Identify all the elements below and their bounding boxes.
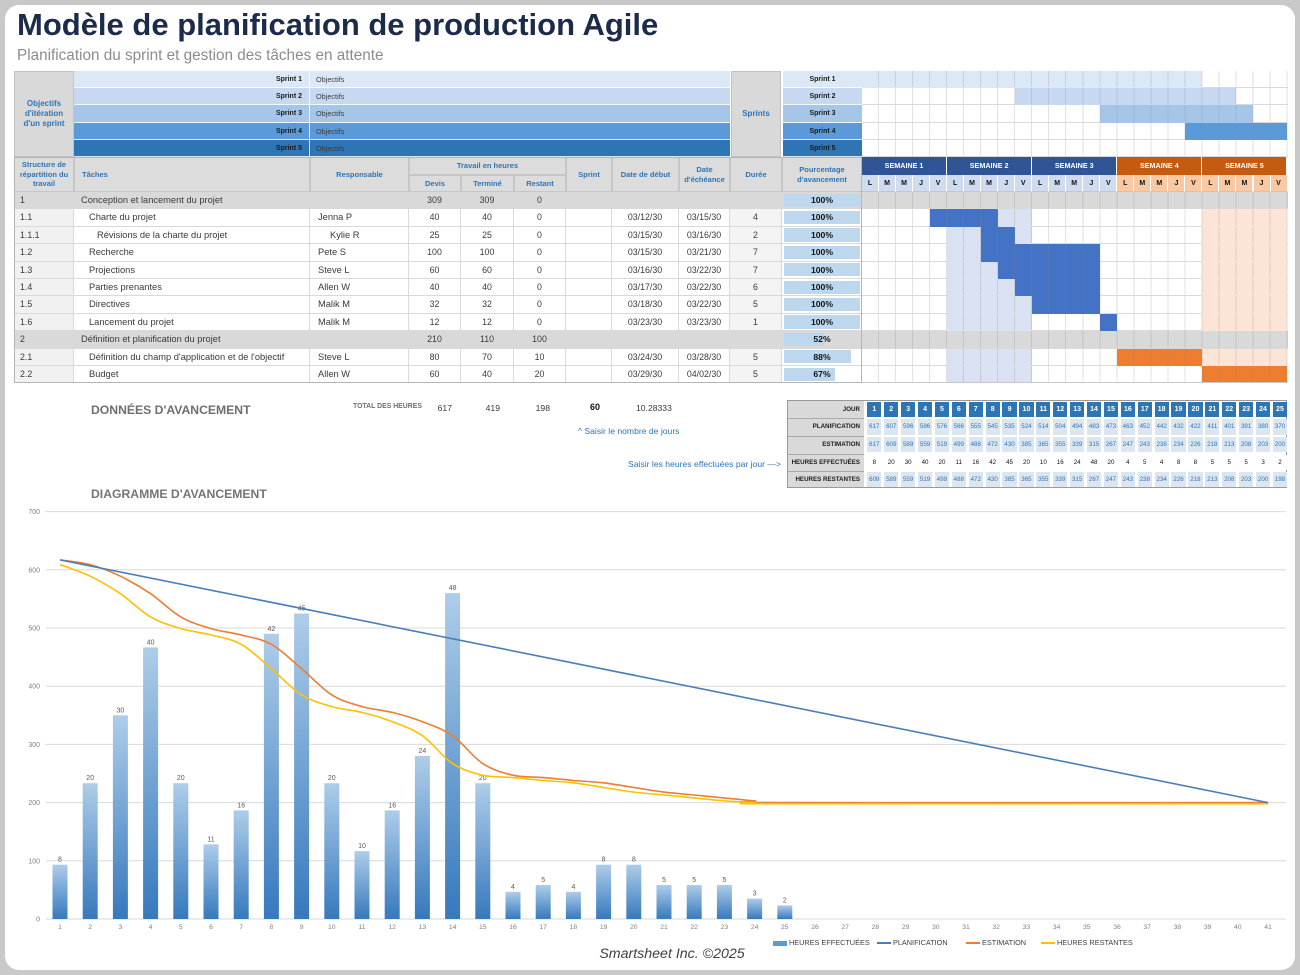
svg-text:8: 8 [632, 857, 636, 864]
svg-text:20: 20 [328, 775, 336, 782]
svg-text:700: 700 [28, 509, 40, 516]
svg-text:5: 5 [722, 877, 726, 884]
svg-text:14: 14 [449, 924, 457, 931]
svg-text:5: 5 [692, 877, 696, 884]
svg-text:37: 37 [1143, 924, 1151, 931]
svg-text:34: 34 [1053, 924, 1061, 931]
svg-text:25: 25 [781, 924, 789, 931]
svg-text:4: 4 [571, 884, 575, 891]
svg-text:23: 23 [721, 924, 729, 931]
svg-text:24: 24 [419, 748, 427, 755]
svg-text:3: 3 [753, 891, 757, 898]
svg-text:10: 10 [328, 924, 336, 931]
svg-text:20: 20 [630, 924, 638, 931]
svg-text:31: 31 [962, 924, 970, 931]
svg-text:500: 500 [28, 626, 40, 633]
svg-text:21: 21 [660, 924, 668, 931]
svg-text:39: 39 [1204, 924, 1212, 931]
svg-text:13: 13 [419, 924, 427, 931]
svg-text:5: 5 [662, 877, 666, 884]
svg-text:11: 11 [358, 924, 365, 931]
svg-text:300: 300 [28, 742, 40, 749]
svg-text:5: 5 [179, 924, 183, 931]
svg-text:32: 32 [992, 924, 1000, 931]
svg-text:8: 8 [58, 857, 62, 864]
svg-text:20: 20 [177, 775, 185, 782]
svg-text:28: 28 [872, 924, 880, 931]
svg-text:48: 48 [449, 585, 457, 592]
svg-text:41: 41 [1264, 924, 1272, 931]
svg-text:4: 4 [511, 884, 515, 891]
svg-text:33: 33 [1023, 924, 1031, 931]
svg-text:8: 8 [270, 924, 274, 931]
svg-text:0: 0 [36, 917, 40, 924]
svg-text:20: 20 [86, 775, 94, 782]
svg-text:38: 38 [1174, 924, 1182, 931]
svg-text:2: 2 [783, 897, 787, 904]
svg-text:2: 2 [88, 924, 92, 931]
svg-text:15: 15 [479, 924, 487, 931]
svg-text:22: 22 [690, 924, 698, 931]
svg-text:18: 18 [570, 924, 578, 931]
svg-text:10: 10 [358, 843, 366, 850]
svg-text:400: 400 [28, 684, 40, 691]
svg-text:3: 3 [119, 924, 123, 931]
svg-text:16: 16 [509, 924, 517, 931]
svg-text:42: 42 [268, 626, 276, 633]
svg-text:16: 16 [388, 802, 396, 809]
svg-text:9: 9 [300, 924, 304, 931]
svg-text:8: 8 [602, 857, 606, 864]
svg-text:16: 16 [237, 802, 245, 809]
svg-text:11: 11 [207, 836, 214, 843]
svg-text:40: 40 [1234, 924, 1242, 931]
svg-text:5: 5 [541, 877, 545, 884]
svg-text:30: 30 [932, 924, 940, 931]
svg-text:26: 26 [811, 924, 819, 931]
svg-text:30: 30 [117, 707, 125, 714]
svg-text:12: 12 [388, 924, 396, 931]
svg-text:200: 200 [28, 800, 40, 807]
svg-text:27: 27 [841, 924, 849, 931]
svg-text:35: 35 [1083, 924, 1091, 931]
svg-text:19: 19 [600, 924, 608, 931]
svg-text:6: 6 [209, 924, 213, 931]
svg-text:40: 40 [147, 639, 155, 646]
svg-text:29: 29 [902, 924, 910, 931]
svg-text:600: 600 [28, 567, 40, 574]
svg-text:20: 20 [479, 775, 487, 782]
svg-text:36: 36 [1113, 924, 1121, 931]
svg-text:100: 100 [28, 858, 40, 865]
svg-text:1: 1 [58, 924, 62, 931]
svg-text:4: 4 [149, 924, 153, 931]
svg-text:17: 17 [539, 924, 547, 931]
svg-text:7: 7 [239, 924, 243, 931]
svg-text:24: 24 [751, 924, 759, 931]
